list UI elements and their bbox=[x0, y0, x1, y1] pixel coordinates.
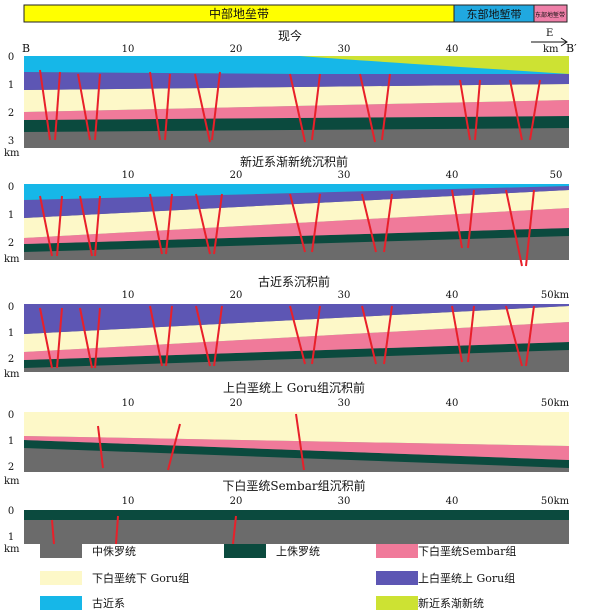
section-title: 现今 bbox=[278, 28, 302, 43]
depth-tick: 3 bbox=[8, 136, 14, 147]
legend-item: 上侏罗统 bbox=[224, 544, 320, 558]
tick-label: 10 bbox=[122, 398, 135, 409]
depth-unit: km bbox=[4, 544, 20, 555]
depth-tick: 2 bbox=[8, 462, 14, 473]
legend-label: 下白垩统Sembar组 bbox=[418, 544, 516, 558]
legend: 中侏罗统 上侏罗统 下白垩统Sembar组 下白垩统下 Goru组 上白垩统上 … bbox=[40, 544, 516, 610]
east-label: E bbox=[546, 28, 553, 39]
tick-label: 50km bbox=[541, 290, 570, 301]
section-present: 现今 B B′ E km 10 20 30 40 0 1 2 3 km bbox=[4, 28, 577, 159]
zone-east-graben-label: 东部地堑带 bbox=[535, 11, 565, 19]
tick-label: 20 bbox=[230, 496, 243, 507]
tick-label: 50km bbox=[541, 398, 570, 409]
legend-label: 新近系渐新统 bbox=[418, 596, 484, 610]
tick-label: 10 bbox=[122, 170, 135, 181]
zone-central-label: 中部地垒带 bbox=[209, 6, 269, 21]
tick-label: 40 bbox=[446, 44, 459, 55]
point-b-prime-label: B′ bbox=[566, 42, 577, 55]
depth-tick: 0 bbox=[8, 52, 14, 63]
section-pre-neogene: 新近系渐新统沉积前 10 20 30 40 50 0 1 2 km bbox=[4, 154, 569, 267]
depth-unit: km bbox=[4, 254, 20, 265]
tick-label: 10 bbox=[122, 44, 135, 55]
point-b-label: B bbox=[22, 42, 30, 55]
legend-item: 古近系 bbox=[40, 596, 125, 610]
east-arrow-icon bbox=[531, 37, 568, 47]
tick-label: 20 bbox=[230, 44, 243, 55]
section-title: 古近系沉积前 bbox=[258, 274, 330, 289]
legend-label: 上白垩统上 Goru组 bbox=[418, 571, 515, 585]
depth-tick: 1 bbox=[8, 436, 14, 447]
section-pre-sembar: 下白垩统Sembar组沉积前 10 20 30 40 50km 0 1 km bbox=[4, 478, 570, 555]
legend-item: 下白垩统Sembar组 bbox=[376, 544, 516, 558]
depth-tick: 1 bbox=[8, 328, 14, 339]
section-pre-paleogene: 古近系沉积前 10 20 30 40 50km 0 1 2 km bbox=[4, 274, 570, 380]
zone-east-graben bbox=[533, 4, 568, 23]
section-title: 新近系渐新统沉积前 bbox=[240, 154, 348, 169]
legend-label: 中侏罗统 bbox=[92, 545, 136, 558]
tick-label: 40 bbox=[446, 290, 459, 301]
legend-item: 上白垩统上 Goru组 bbox=[376, 571, 515, 585]
legend-item: 中侏罗统 bbox=[40, 544, 136, 558]
depth-tick: 0 bbox=[8, 302, 14, 313]
depth-unit: km bbox=[4, 148, 20, 159]
depth-tick: 2 bbox=[8, 238, 14, 249]
zone-bar: 中部地垒带 东部地堑带 东部地堑带 bbox=[23, 4, 568, 23]
depth-tick: 2 bbox=[8, 354, 14, 365]
section-pre-upper-goru: 上白垩统上 Goru组沉积前 10 20 30 40 50km 0 1 2 km bbox=[4, 380, 570, 487]
tick-label: 50 bbox=[550, 170, 563, 181]
tick-label: 10 bbox=[122, 496, 135, 507]
legend-label: 下白垩统下 Goru组 bbox=[92, 571, 189, 585]
tick-label: 30 bbox=[338, 44, 351, 55]
depth-tick: 0 bbox=[8, 410, 14, 421]
legend-item: 下白垩统下 Goru组 bbox=[40, 571, 189, 585]
depth-tick: 0 bbox=[8, 506, 14, 517]
depth-tick: 2 bbox=[8, 108, 14, 119]
x-unit-label: km bbox=[543, 44, 559, 55]
legend-label: 古近系 bbox=[92, 597, 125, 610]
section-title: 下白垩统Sembar组沉积前 bbox=[222, 478, 365, 493]
legend-item: 新近系渐新统 bbox=[376, 596, 484, 610]
tick-label: 20 bbox=[230, 290, 243, 301]
tick-label: 10 bbox=[122, 290, 135, 301]
depth-tick: 1 bbox=[8, 532, 14, 543]
tick-label: 40 bbox=[446, 496, 459, 507]
tick-label: 20 bbox=[230, 398, 243, 409]
depth-tick: 0 bbox=[8, 182, 14, 193]
tick-label: 30 bbox=[338, 290, 351, 301]
depth-unit: km bbox=[4, 369, 20, 380]
tick-label: 40 bbox=[446, 170, 459, 181]
zone-eastern-label: 东部地堑带 bbox=[467, 7, 522, 21]
tick-label: 30 bbox=[338, 170, 351, 181]
tick-label: 40 bbox=[446, 398, 459, 409]
tick-label: 50km bbox=[541, 496, 570, 507]
depth-tick: 1 bbox=[8, 210, 14, 221]
tick-label: 30 bbox=[338, 496, 351, 507]
depth-tick: 1 bbox=[8, 80, 14, 91]
tick-label: 30 bbox=[338, 398, 351, 409]
section-title: 上白垩统上 Goru组沉积前 bbox=[223, 380, 365, 395]
depth-unit: km bbox=[4, 476, 20, 487]
tick-label: 20 bbox=[230, 170, 243, 181]
legend-label: 上侏罗统 bbox=[276, 545, 320, 558]
